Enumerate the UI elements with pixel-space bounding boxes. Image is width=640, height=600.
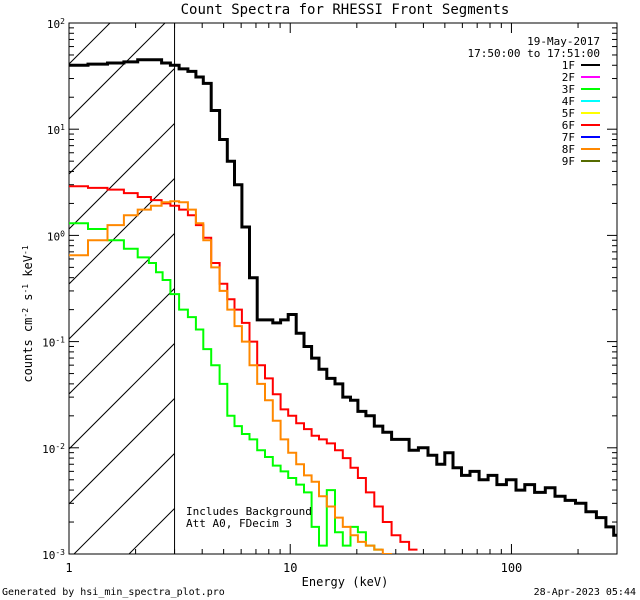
- hatch-lines: [69, 0, 640, 554]
- x-tick-label: 10: [283, 561, 297, 575]
- legend-label-4f: 4F: [562, 95, 575, 108]
- series-8f: [69, 200, 392, 554]
- y-tick-label: 10-3: [42, 548, 65, 563]
- hatch-line: [624, 0, 640, 554]
- legend-label-3f: 3F: [562, 83, 575, 96]
- x-tick-label: 1: [65, 561, 72, 575]
- hatch-line: [69, 122, 175, 230]
- series-1f: [69, 58, 617, 537]
- chart-title: Count Spectra for RHESSI Front Segments: [181, 2, 510, 18]
- hatch-line: [69, 23, 111, 65]
- hatch-line: [569, 0, 640, 554]
- hatch-line: [69, 67, 175, 175]
- hatch-line: [239, 0, 640, 554]
- y-tick-label: 10-1: [42, 335, 65, 350]
- x-tick-label: 100: [501, 561, 523, 575]
- hatch-line: [294, 0, 640, 554]
- series-group: [69, 58, 617, 554]
- y-tick-label: 100: [47, 229, 65, 244]
- y-axis-label: counts cm-2 s-1 keV-1: [21, 245, 36, 382]
- y-tick-label: 102: [47, 17, 65, 32]
- series-3f: [69, 222, 383, 551]
- footer-generator: Generated by hsi_min_spectra_plot.pro: [2, 587, 225, 598]
- hatch-line: [69, 177, 175, 285]
- annotation-line-2: Att A0, FDecim 3: [186, 517, 292, 530]
- plot-frame: [68, 22, 618, 555]
- hatch-line: [73, 452, 175, 554]
- hatch-line: [404, 0, 640, 554]
- hatch-line: [514, 0, 640, 554]
- legend-label-7f: 7F: [562, 131, 575, 144]
- legend-label-8f: 8F: [562, 143, 575, 156]
- legend-label-6f: 6F: [562, 119, 575, 132]
- y-tick-label: 10-2: [42, 441, 65, 456]
- hatch-line: [69, 23, 166, 120]
- y-tick-label: 101: [47, 123, 65, 138]
- x-axis: 1 10 100: [65, 23, 618, 575]
- legend-label-2f: 2F: [562, 71, 575, 84]
- hatched-region: [69, 0, 640, 554]
- legend-label-9f: 9F: [562, 155, 575, 168]
- series-6f: [69, 185, 418, 551]
- hatch-line: [69, 397, 175, 505]
- footer-timestamp: 28-Apr-2023 05:44: [534, 587, 636, 598]
- plot-date: 19-May-2017: [527, 35, 600, 48]
- plot-time-range: 17:50:00 to 17:51:00: [468, 47, 600, 60]
- hatch-line: [349, 0, 640, 554]
- hatch-line: [69, 232, 175, 340]
- x-axis-label: Energy (keV): [302, 575, 389, 589]
- legend-label-1f: 1F: [562, 59, 575, 72]
- y-axis: 10-3 10-2 10-1 100 101 102: [42, 17, 617, 563]
- legend-label-5f: 5F: [562, 107, 575, 120]
- annotation-line-1: Includes Background: [186, 505, 312, 518]
